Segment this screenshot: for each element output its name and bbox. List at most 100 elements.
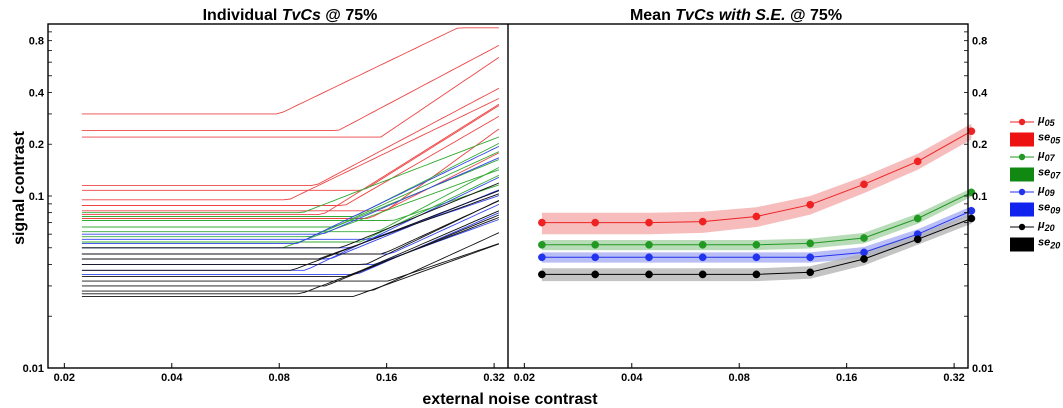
individual-curve [81, 167, 500, 233]
individual-curve [81, 182, 500, 249]
mean-point [806, 253, 815, 262]
individual-curve [81, 159, 500, 238]
individual-curve [81, 128, 500, 212]
y-tick-label: 0.8 [29, 36, 44, 48]
mean-point [645, 253, 653, 262]
legend-label: μ05 [1037, 114, 1056, 128]
x-tick-label: 0.32 [483, 372, 504, 384]
mean-point [860, 248, 868, 257]
legend-label: se05 [1038, 132, 1061, 146]
y-axis-label: signal contrast [11, 130, 28, 244]
x-tick-label: 0.04 [621, 372, 643, 384]
x-tick-label: 0.16 [836, 372, 857, 384]
individual-curve [81, 176, 500, 271]
mean-point [698, 217, 707, 226]
individual-curve [81, 199, 500, 265]
x-tick-label: 0.02 [54, 372, 75, 384]
mean-point [752, 212, 761, 221]
x-axis-label: external noise contrast [422, 391, 598, 408]
se-band [541, 206, 972, 263]
mean-point [698, 270, 707, 279]
axes: 0.02 0.04 0.08 0.16 0.32 0.02 0.04 0.08 0.16 0.32… [23, 23, 993, 384]
legend-label: μ20 [1037, 219, 1055, 233]
individual-curve [81, 243, 500, 298]
mean-point [538, 270, 546, 279]
individual-curve [81, 217, 500, 295]
mean-point [967, 214, 976, 223]
mean-point [538, 218, 546, 227]
mean-point [645, 240, 653, 249]
legend-patch [1010, 167, 1034, 182]
y-tick-label: 0.01 [972, 363, 993, 375]
mean-point [752, 253, 761, 262]
mean-point [591, 218, 600, 227]
legend-marker [1018, 223, 1026, 231]
x-tick-label: 0.32 [943, 372, 964, 384]
legend-label: se09 [1038, 202, 1060, 216]
individual-curve [81, 105, 500, 191]
individual-curve [81, 212, 500, 275]
mean-point [913, 214, 922, 223]
legend: μ05 se05 μ07 se07 μ09 se09 μ20 se20 [1010, 114, 1061, 252]
x-tick-label: 0.08 [729, 372, 750, 384]
mean-point [806, 268, 815, 277]
y-tick-label: 0.1 [29, 191, 44, 203]
mean-point [752, 240, 761, 249]
individual-curve [81, 210, 500, 278]
individual-curve [81, 27, 499, 115]
individual-curve [81, 174, 500, 243]
mean-point [538, 253, 546, 262]
individual-curve [81, 200, 500, 255]
mean-point [860, 180, 868, 189]
individual-curve [81, 145, 500, 244]
left-panel-series [81, 27, 500, 298]
right-panel-title: Mean TvCs with S.E. @ 75% [630, 7, 842, 24]
individual-curve [81, 57, 500, 138]
y-tick-label: 0.1 [972, 191, 987, 203]
left-panel-title: Individual TvCs @ 75% [203, 7, 378, 24]
legend-marker [1018, 188, 1026, 196]
mean-point [591, 240, 600, 249]
y-tick-label: 0.4 [972, 87, 988, 99]
individual-curve [81, 142, 500, 217]
mean-point [967, 206, 976, 215]
legend-label: μ07 [1037, 149, 1056, 163]
mean-point [806, 239, 815, 248]
x-tick-label: 0.02 [514, 372, 535, 384]
mean-point [591, 253, 600, 262]
individual-curve [81, 157, 500, 235]
mean-point [698, 240, 707, 249]
individual-curve [81, 232, 500, 292]
y-tick-label: 0.4 [29, 87, 45, 99]
individual-curve [81, 116, 500, 206]
legend-label: μ09 [1037, 184, 1055, 198]
individual-curve [81, 190, 500, 271]
individual-curve [81, 243, 500, 282]
mean-point [538, 240, 546, 249]
individual-curve [81, 151, 500, 228]
mean-point [591, 270, 600, 279]
individual-curve [81, 214, 500, 287]
y-tick-label: 0.8 [972, 36, 987, 48]
mean-point [752, 270, 761, 279]
mean-point [913, 157, 922, 166]
legend-patch [1010, 132, 1034, 147]
se-band [541, 123, 972, 235]
individual-curve [81, 136, 500, 214]
legend-patch [1010, 237, 1034, 252]
x-tick-label: 0.04 [161, 372, 183, 384]
mean-point [645, 270, 653, 279]
individual-curve [81, 87, 500, 187]
mean-point [806, 200, 815, 209]
legend-patch [1010, 202, 1034, 217]
individual-curve [81, 98, 500, 201]
mean-point [860, 255, 868, 263]
mean-point [698, 253, 707, 262]
y-tick-label: 0.01 [23, 363, 44, 375]
x-tick-label: 0.16 [376, 372, 397, 384]
individual-curve [81, 45, 500, 132]
mean-point [967, 127, 976, 136]
individual-curve [81, 193, 500, 260]
y-tick-label: 0.2 [972, 139, 987, 151]
